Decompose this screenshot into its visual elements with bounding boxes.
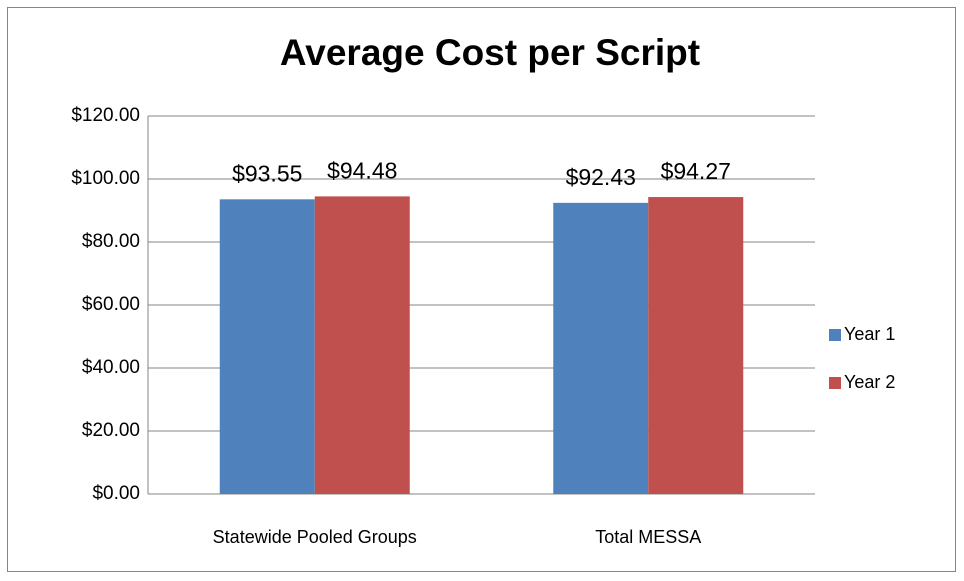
y-tick-label: $60.00	[82, 294, 140, 315]
x-tick-label: Statewide Pooled Groups	[213, 527, 417, 547]
legend-swatch	[829, 329, 841, 341]
legend-label: Year 1	[844, 324, 895, 344]
data-label: $92.43	[566, 164, 636, 190]
data-label: $94.48	[327, 157, 397, 183]
data-label: $93.55	[232, 160, 302, 186]
chart-title: Average Cost per Script	[280, 32, 700, 73]
y-tick-label: $80.00	[82, 231, 140, 252]
y-tick-label: $120.00	[71, 105, 140, 126]
legend-label: Year 2	[844, 372, 895, 392]
chart-border	[7, 7, 956, 572]
y-tick-label: $0.00	[92, 483, 140, 504]
data-label: $94.27	[661, 158, 731, 184]
bar	[219, 199, 315, 494]
y-tick-label: $100.00	[71, 168, 140, 189]
bar	[314, 196, 410, 494]
x-tick-label: Total MESSA	[595, 527, 701, 547]
legend-swatch	[829, 377, 841, 389]
bar	[553, 202, 649, 494]
bar	[648, 197, 744, 494]
y-tick-label: $20.00	[82, 420, 140, 441]
y-tick-label: $40.00	[82, 357, 140, 378]
